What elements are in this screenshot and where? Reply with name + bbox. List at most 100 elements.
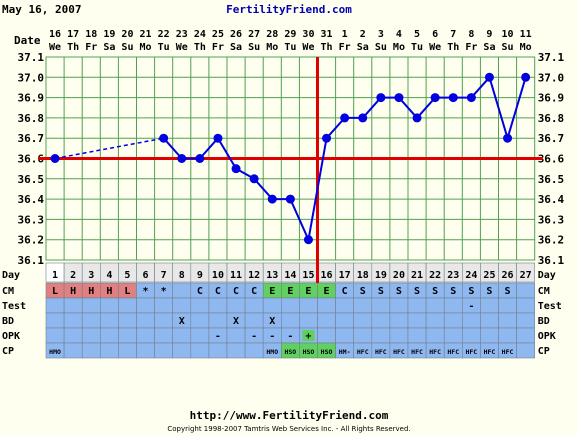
temperature-segment [488,77,509,139]
cell-test [317,297,336,314]
site-title[interactable]: FertilityFriend.com [226,3,352,16]
cell-cp [190,342,210,359]
temperature-point [503,133,513,143]
date-label: 3 [378,29,384,40]
cell-test [443,297,463,314]
cell-text-cm: S [360,286,366,297]
cell-text-bd: X [179,316,185,327]
cell-test [335,297,355,314]
y-tick-right: 37.1 [538,51,565,64]
cell-text-bd: X [233,316,239,327]
date-label: 21 [140,29,152,40]
date-label: 24 [194,29,206,40]
weekday-label: Su [502,42,514,53]
temperature-point [322,133,332,143]
cell-text-day: 5 [124,270,130,281]
cell-text-day: 3 [88,270,94,281]
cell-cp [154,342,174,359]
footer-url[interactable]: http://www.FertilityFriend.com [189,409,389,422]
date-label: 8 [468,29,474,40]
weekday-label: Tu [284,42,296,53]
chart-date: May 16, 2007 [2,3,82,16]
row-label-right-bd: BD [538,316,550,327]
cell-text-day: 13 [266,270,278,281]
cell-text-day: 14 [284,270,296,281]
date-label: 5 [414,29,420,40]
temperature-segment [416,96,436,119]
date-label: 19 [103,29,115,40]
cell-opk [45,327,65,344]
date-label: 30 [302,29,314,40]
y-tick-left: 36.9 [18,92,45,105]
weekday-label: Sa [483,42,495,53]
cell-text-day: 23 [447,270,459,281]
temperature-segment [289,198,310,241]
cell-text-cp: HFC [447,348,459,356]
cell-bd [100,312,119,329]
temperature-point [50,154,60,163]
cell-text-cm: H [70,286,76,297]
date-label: 1 [342,29,348,40]
cell-cp [172,342,192,359]
cell-opk [154,327,174,344]
weekday-label: Mo [266,42,278,53]
cell-cp [136,342,155,359]
y-tick-left: 36.1 [18,254,45,267]
cell-opk [63,327,83,344]
cell-opk [118,327,137,344]
temperature-point [484,72,494,82]
y-tick-right: 36.9 [538,92,565,105]
cell-cp [208,342,228,359]
cell-text-cp: HFC [357,348,369,356]
cell-bd [498,312,517,329]
row-label-cm: CM [2,286,14,297]
cell-text-day: 21 [411,270,423,281]
cell-cp [100,342,119,359]
cell-text-day: 26 [502,270,514,281]
cell-text-cm: S [396,286,402,297]
weekday-label: Mo [393,42,405,53]
row-label-day: Day [2,270,20,281]
row-label-right-cp: CP [538,346,550,357]
weekday-label: Su [248,42,260,53]
cell-text-cp: HM- [339,348,351,356]
weekday-label: We [49,42,61,53]
cell-text-cp: HSO [321,348,333,356]
cell-bd [118,312,137,329]
cell-bd [280,312,300,329]
cell-opk [407,327,427,344]
weekday-label: We [302,42,314,53]
temperature-segment [253,178,273,200]
cell-cm [516,282,535,299]
row-label-cp: CP [2,346,14,357]
weekday-label: Sa [230,42,242,53]
cell-test [118,297,137,314]
date-label: 16 [49,29,61,40]
temperature-segment [325,117,346,139]
cell-text-day: 22 [429,270,441,281]
temperature-point [394,93,404,103]
cell-opk [480,327,499,344]
cell-opk [389,327,409,344]
weekday-label: Sa [357,42,369,53]
cell-text-cp: HMO [266,348,278,356]
cell-opk [190,327,210,344]
cell-text-cm: C [342,286,348,297]
cell-text-cp: HFC [375,348,387,356]
date-label: 22 [158,29,170,40]
cell-text-day: 12 [248,270,260,281]
cell-text-opk: + [305,331,311,342]
temperature-point [285,194,295,204]
temperature-point [303,235,313,245]
y-tick-right: 36.3 [538,213,565,226]
cell-bd [389,312,409,329]
cell-text-cm: H [106,286,112,297]
cell-bd [190,312,210,329]
cell-test [208,297,228,314]
y-tick-right: 37.0 [538,71,565,84]
cell-text-day: 7 [161,270,167,281]
weekday-label: Fr [212,42,224,53]
cell-bd [317,312,336,329]
temperature-segment [199,137,219,160]
